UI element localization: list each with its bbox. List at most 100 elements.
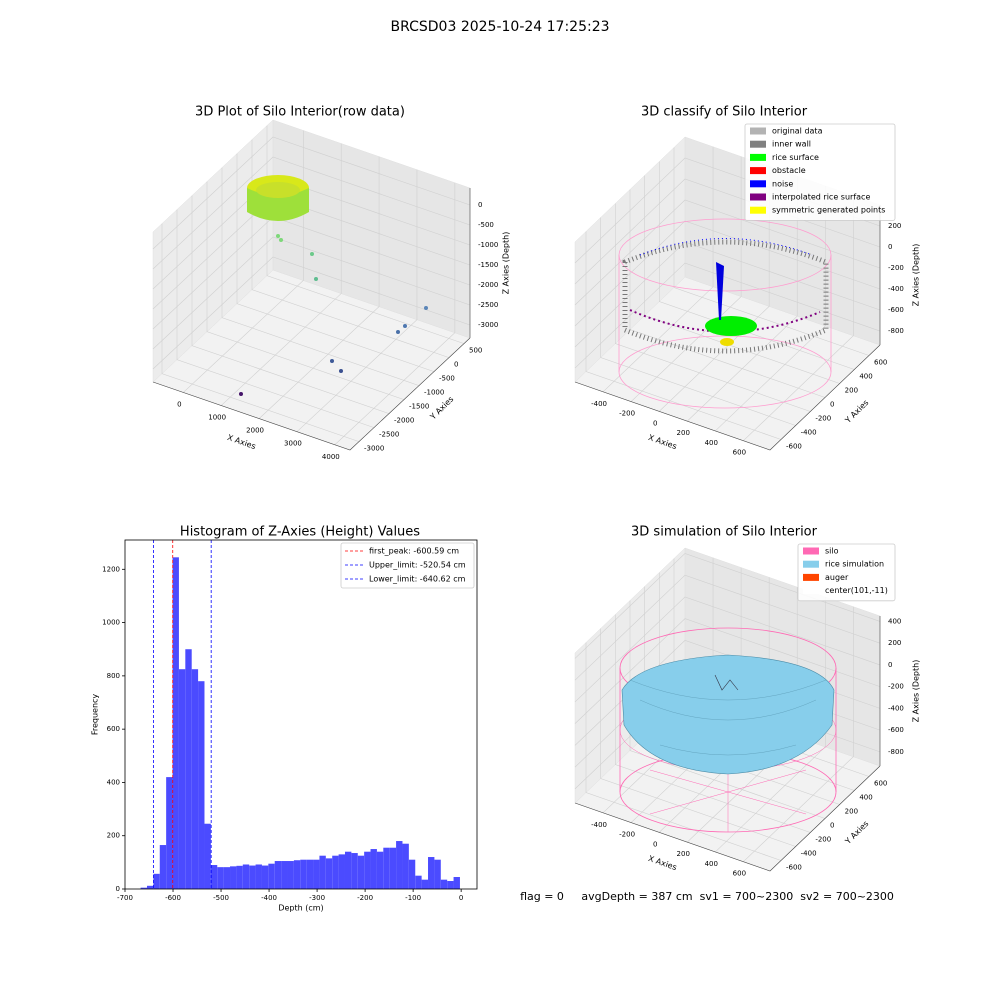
grid-line	[743, 195, 854, 441]
silo-simulation	[619, 627, 837, 833]
z-tick-label: -400	[888, 704, 904, 712]
z-tick-label: -500	[478, 221, 494, 229]
bar	[440, 879, 448, 889]
legend-label: obstacle	[772, 166, 806, 175]
bar	[249, 865, 256, 889]
bar	[396, 841, 403, 889]
x-tick-label: 1000	[208, 414, 226, 422]
grid-line	[221, 167, 420, 386]
y-tick-label: 600	[107, 725, 120, 733]
x-tick-label: 0	[459, 894, 463, 902]
y-tick-label: -1500	[409, 403, 429, 411]
legend-label: original data	[772, 127, 823, 136]
y-tick-label: 1000	[102, 619, 120, 627]
x-tick-label: 4000	[322, 453, 340, 461]
legend-swatch	[750, 140, 766, 148]
point-cloud	[239, 175, 428, 396]
legend-box	[797, 543, 896, 602]
grid-line	[602, 146, 714, 393]
y-tick-label: 0	[116, 885, 120, 893]
grid-line	[600, 217, 796, 426]
point	[310, 252, 314, 256]
rice-surface	[705, 316, 757, 336]
chart-title: 3D simulation of Silo Interior	[631, 525, 818, 540]
y-tick-label: -400	[801, 429, 817, 437]
point	[339, 369, 343, 373]
bar	[293, 860, 301, 889]
x-tick-label: -600	[165, 894, 181, 902]
grid-line	[152, 136, 471, 250]
grid-line	[659, 161, 855, 370]
grid-line	[615, 203, 811, 412]
legend-swatch	[750, 153, 766, 161]
y-tick-label: -400	[801, 850, 817, 858]
grid-line	[585, 231, 782, 440]
x-tick-label: 400	[705, 439, 718, 447]
grid-line	[266, 125, 465, 344]
bar	[287, 861, 294, 889]
legend-swatch	[750, 167, 766, 175]
y-tick-label: -200	[815, 836, 831, 844]
z-tick-label: -1500	[478, 261, 498, 269]
axis-line	[574, 344, 881, 451]
grid-line	[615, 614, 811, 833]
y-tick-label: 800	[107, 672, 120, 680]
grid-line	[258, 156, 380, 419]
grid-line	[687, 176, 798, 422]
grid-line	[183, 130, 304, 393]
bar	[268, 863, 275, 889]
x-tick-label: 2000	[246, 427, 264, 435]
bar	[376, 851, 384, 889]
x-tick-label: 0	[177, 400, 181, 408]
plot-frame	[124, 539, 478, 890]
y-tick-label: 0	[454, 361, 458, 369]
y-tick-label: 0	[830, 401, 834, 409]
x-axis-label: Depth (cm)	[278, 904, 323, 913]
bar	[178, 669, 186, 889]
bar	[313, 859, 320, 889]
bar	[364, 851, 371, 889]
x-tick-label: 400	[705, 860, 718, 868]
grid-line	[630, 156, 742, 402]
point	[276, 234, 280, 238]
axis-line	[152, 337, 471, 451]
z-tick-label: -800	[888, 327, 904, 335]
y-tick-label: 200	[107, 832, 120, 840]
z-tick-label: -800	[888, 748, 904, 756]
grid-line	[574, 618, 881, 724]
z-axis-label: Z Axies (Depth)	[912, 244, 921, 307]
bar	[447, 881, 454, 889]
z-tick-label: -2500	[478, 301, 498, 309]
bar	[159, 845, 167, 889]
grid-line	[574, 596, 881, 703]
bar	[185, 649, 192, 889]
x-tick-label: -500	[213, 894, 229, 902]
bar	[198, 681, 205, 889]
z-tick-label: -600	[888, 726, 904, 734]
grid-line	[673, 147, 870, 356]
symmetric-points	[720, 338, 734, 346]
bar	[408, 859, 416, 889]
grid-line	[574, 574, 881, 681]
grid-line	[715, 596, 826, 853]
legend-swatch	[750, 206, 766, 214]
x-tick-label: 3000	[284, 440, 302, 448]
x-tick-label: -200	[357, 894, 373, 902]
z-tick-label: 200	[888, 639, 901, 647]
bar	[300, 859, 307, 889]
y-tick-label: -2000	[394, 417, 414, 425]
z-tick-label: -200	[888, 683, 904, 691]
bar	[421, 879, 429, 889]
grid-line	[176, 209, 375, 428]
bar	[261, 865, 269, 889]
x-tick-label: -300	[309, 894, 325, 902]
x-tick-label: 600	[733, 870, 746, 878]
grid-line	[574, 241, 881, 348]
y-tick-label: 0	[830, 822, 834, 830]
x-tick-label: 0	[653, 840, 657, 848]
bar	[344, 851, 352, 889]
chart-title: Histogram of Z-Axies (Height) Values	[180, 525, 420, 540]
bar	[332, 855, 339, 889]
z-tick-label: 0	[888, 661, 892, 669]
